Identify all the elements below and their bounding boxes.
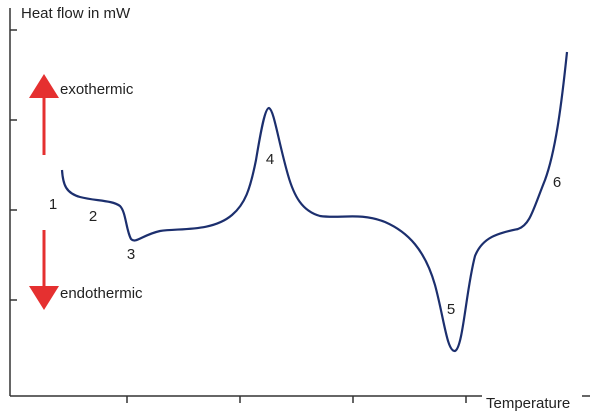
dsc-curve — [60, 51, 569, 353]
x-axis-label: Temperature — [486, 395, 570, 412]
y-axis-label: Heat flow in mW — [21, 5, 131, 22]
y-axis-ticks — [10, 29, 17, 301]
point-label: 4 — [266, 151, 274, 168]
point-label: 1 — [49, 196, 57, 213]
point-label: 6 — [553, 174, 561, 191]
point-label: 3 — [127, 246, 135, 263]
exothermic-label: exothermic — [60, 81, 134, 98]
point-label: 2 — [89, 208, 97, 225]
x-axis-ticks — [126, 396, 467, 403]
point-label: 5 — [447, 301, 455, 318]
label-bg — [18, 2, 136, 24]
label-bg — [482, 394, 582, 414]
endothermic-label: endothermic — [60, 285, 143, 302]
